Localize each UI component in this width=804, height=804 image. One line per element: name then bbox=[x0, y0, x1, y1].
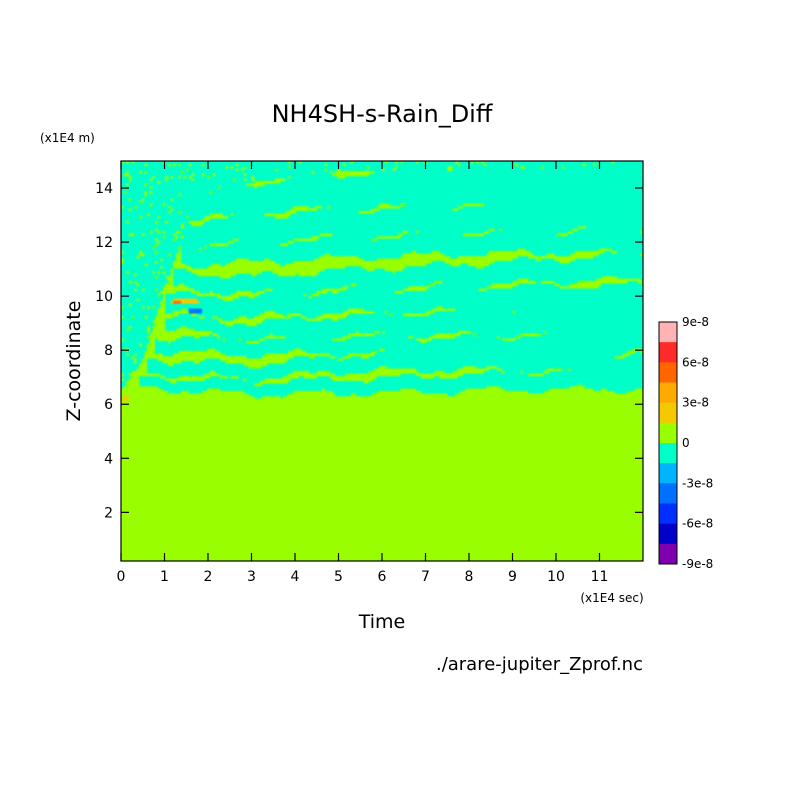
x-tick-label: 9 bbox=[508, 569, 517, 585]
colorbar-swatch bbox=[659, 443, 677, 464]
y-axis-title: Z-coordinate bbox=[63, 301, 85, 422]
y-unit-label: (x1E4 m) bbox=[40, 131, 95, 145]
colorbar-label: 9e-8 bbox=[682, 315, 709, 329]
x-tick-label: 4 bbox=[291, 569, 300, 585]
x-tick-label: 1 bbox=[160, 569, 169, 585]
colorbar-swatch bbox=[659, 503, 677, 524]
colorbar-swatch bbox=[659, 463, 677, 484]
x-tick-label: 8 bbox=[465, 569, 474, 585]
colorbar-label: 6e-8 bbox=[682, 355, 709, 369]
colorbar-swatch bbox=[659, 523, 677, 545]
y-tick-label: 14 bbox=[95, 181, 113, 197]
colorbar: 9e-8 6e-8 3e-8 0 -3e-8 -6e-8 -9e-8 bbox=[658, 315, 713, 571]
heatmap-field bbox=[121, 161, 643, 561]
colorbar-swatch bbox=[659, 382, 677, 403]
colorbar-swatch bbox=[659, 483, 677, 504]
x-tick-label: 11 bbox=[591, 569, 609, 585]
chart-title: NH4SH-s-Rain_Diff bbox=[272, 100, 493, 128]
colorbar-swatch bbox=[659, 543, 677, 565]
x-tick-label: 6 bbox=[378, 569, 387, 585]
colorbar-swatch bbox=[659, 322, 677, 343]
colorbar-swatch bbox=[659, 422, 677, 444]
x-tick-label: 3 bbox=[247, 569, 256, 585]
source-file-label: ./arare-jupiter_Zprof.nc bbox=[436, 654, 643, 675]
y-tick-label: 6 bbox=[104, 397, 113, 413]
x-tick-label: 7 bbox=[421, 569, 430, 585]
y-axis: 2 4 6 8 10 12 14 bbox=[95, 181, 643, 521]
x-unit-label: (x1E4 sec) bbox=[580, 591, 643, 605]
colorbar-label: -9e-8 bbox=[682, 557, 713, 571]
colorbar-label: 0 bbox=[682, 436, 690, 450]
y-tick-label: 12 bbox=[95, 235, 113, 251]
x-axis: 0 1 2 3 4 5 6 7 8 9 10 11 bbox=[117, 161, 609, 585]
x-tick-label: 2 bbox=[204, 569, 213, 585]
x-axis-title: Time bbox=[358, 611, 406, 633]
plot-area bbox=[120, 160, 644, 562]
x-tick-label: 0 bbox=[117, 569, 126, 585]
colorbar-label: -6e-8 bbox=[682, 517, 713, 531]
colorbar-swatch bbox=[659, 402, 677, 424]
x-tick-label: 5 bbox=[334, 569, 343, 585]
colorbar-label: 3e-8 bbox=[682, 396, 709, 410]
colorbar-swatch bbox=[659, 362, 677, 383]
y-tick-label: 8 bbox=[104, 343, 113, 359]
y-tick-label: 4 bbox=[104, 451, 113, 467]
y-tick-label: 2 bbox=[104, 505, 113, 521]
colorbar-swatch bbox=[659, 342, 677, 363]
colorbar-frame bbox=[658, 321, 678, 565]
x-tick-label: 10 bbox=[547, 569, 565, 585]
y-tick-label: 10 bbox=[95, 289, 113, 305]
colorbar-label: -3e-8 bbox=[682, 476, 713, 490]
